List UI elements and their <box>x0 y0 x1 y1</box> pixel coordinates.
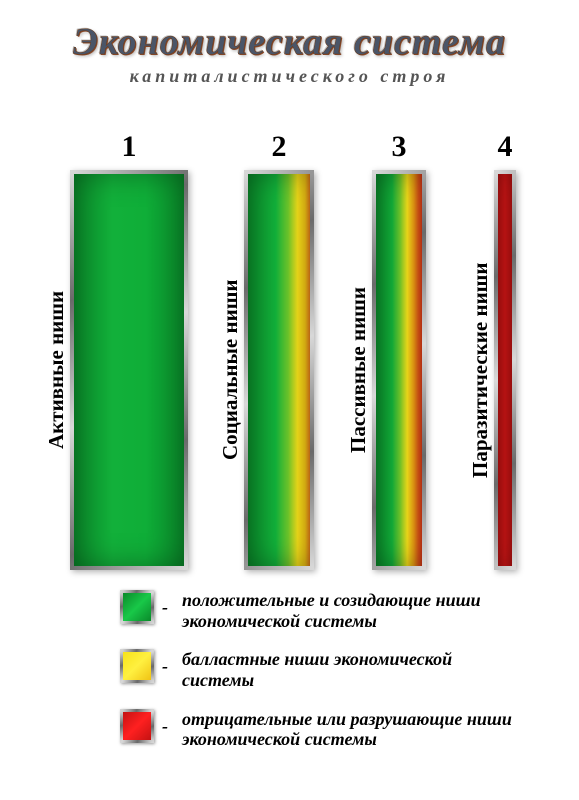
bar-group-1: 1 Активные ниши <box>70 130 188 570</box>
bar <box>70 170 188 570</box>
bar-label: Паразитические ниши <box>468 170 492 570</box>
chart-subtitle: капиталистического строя <box>0 66 579 87</box>
bar-number: 3 <box>372 130 426 164</box>
bar-number: 2 <box>244 130 314 164</box>
legend-row: - отрицательные или разрушающие ниши эко… <box>120 709 540 750</box>
bar-group-2: 2 Социальные ниши <box>244 130 314 570</box>
legend-dash: - <box>162 709 168 743</box>
bar-number: 1 <box>70 130 188 164</box>
chart-area: 1 Активные ниши 2 Социальные ниши 3 Пасс… <box>0 130 579 570</box>
legend-text: положительные и созидающие ниши экономич… <box>182 590 522 631</box>
bar-label: Активные ниши <box>44 170 68 570</box>
legend-dash: - <box>162 649 168 683</box>
bar-label: Пассивные ниши <box>346 170 370 570</box>
legend-dash: - <box>162 590 168 624</box>
bar <box>494 170 516 570</box>
legend-swatch-red <box>120 709 154 743</box>
bar-number: 4 <box>494 130 516 164</box>
legend-swatch-green <box>120 590 154 624</box>
bar-group-4: 4 Паразитические ниши <box>494 130 516 570</box>
legend-text: отрицательные или разрушающие ниши эконо… <box>182 709 522 750</box>
bar-label: Социальные ниши <box>218 170 242 570</box>
bar <box>372 170 426 570</box>
legend-swatch-yellow <box>120 649 154 683</box>
legend-row: - балластные ниши экономической системы <box>120 649 540 690</box>
legend-text: балластные ниши экономической системы <box>182 649 522 690</box>
legend-row: - положительные и созидающие ниши эконом… <box>120 590 540 631</box>
bar <box>244 170 314 570</box>
chart-title: Экономическая система <box>0 20 579 64</box>
legend: - положительные и созидающие ниши эконом… <box>120 590 540 768</box>
bar-group-3: 3 Пассивные ниши <box>372 130 426 570</box>
